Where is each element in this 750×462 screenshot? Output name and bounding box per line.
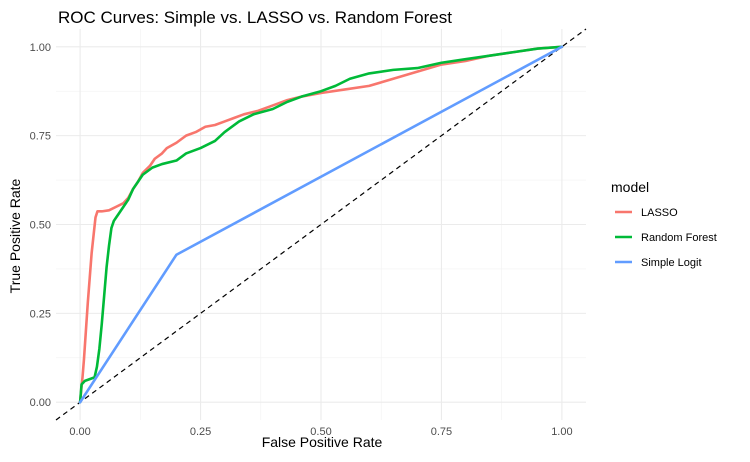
simple-logit-roc-line <box>78 45 564 404</box>
x-tick-label: 0.25 <box>190 426 211 438</box>
y-tick-label: 0.25 <box>30 308 51 320</box>
legend-title: model <box>611 179 649 195</box>
simple-logit-legend-label: Simple Logit <box>641 257 702 269</box>
y-tick-label: 1.00 <box>30 42 51 54</box>
random-forest-roc-line <box>78 45 564 404</box>
y-tick-label: 0.50 <box>30 220 51 232</box>
y-tick-label: 0.00 <box>30 397 51 409</box>
x-tick-label: 0.00 <box>69 426 90 438</box>
y-tick-label: 0.75 <box>30 131 51 143</box>
legend-items: LASSO Random Forest Simple Logit <box>615 207 717 269</box>
lasso-legend-label: LASSO <box>641 207 678 219</box>
reference-diagonal-line <box>55 28 587 421</box>
lasso-roc-line <box>78 45 564 404</box>
legend: model LASSO Random Forest Simple Logit <box>611 179 717 269</box>
y-axis-title: True Positive Rate <box>7 178 23 293</box>
x-tick-label: 0.50 <box>310 426 331 438</box>
chart-title: ROC Curves: Simple vs. LASSO vs. Random … <box>58 8 452 27</box>
x-tick-labels: 0.00 0.25 0.50 0.75 1.00 <box>69 426 572 438</box>
x-tick-label: 0.75 <box>431 426 452 438</box>
x-axis-title: False Positive Rate <box>262 434 383 450</box>
x-tick-label: 1.00 <box>551 426 572 438</box>
y-tick-labels: 0.00 0.25 0.50 0.75 1.00 <box>30 42 51 409</box>
random-forest-legend-label: Random Forest <box>641 232 717 244</box>
series-lines <box>78 45 564 404</box>
